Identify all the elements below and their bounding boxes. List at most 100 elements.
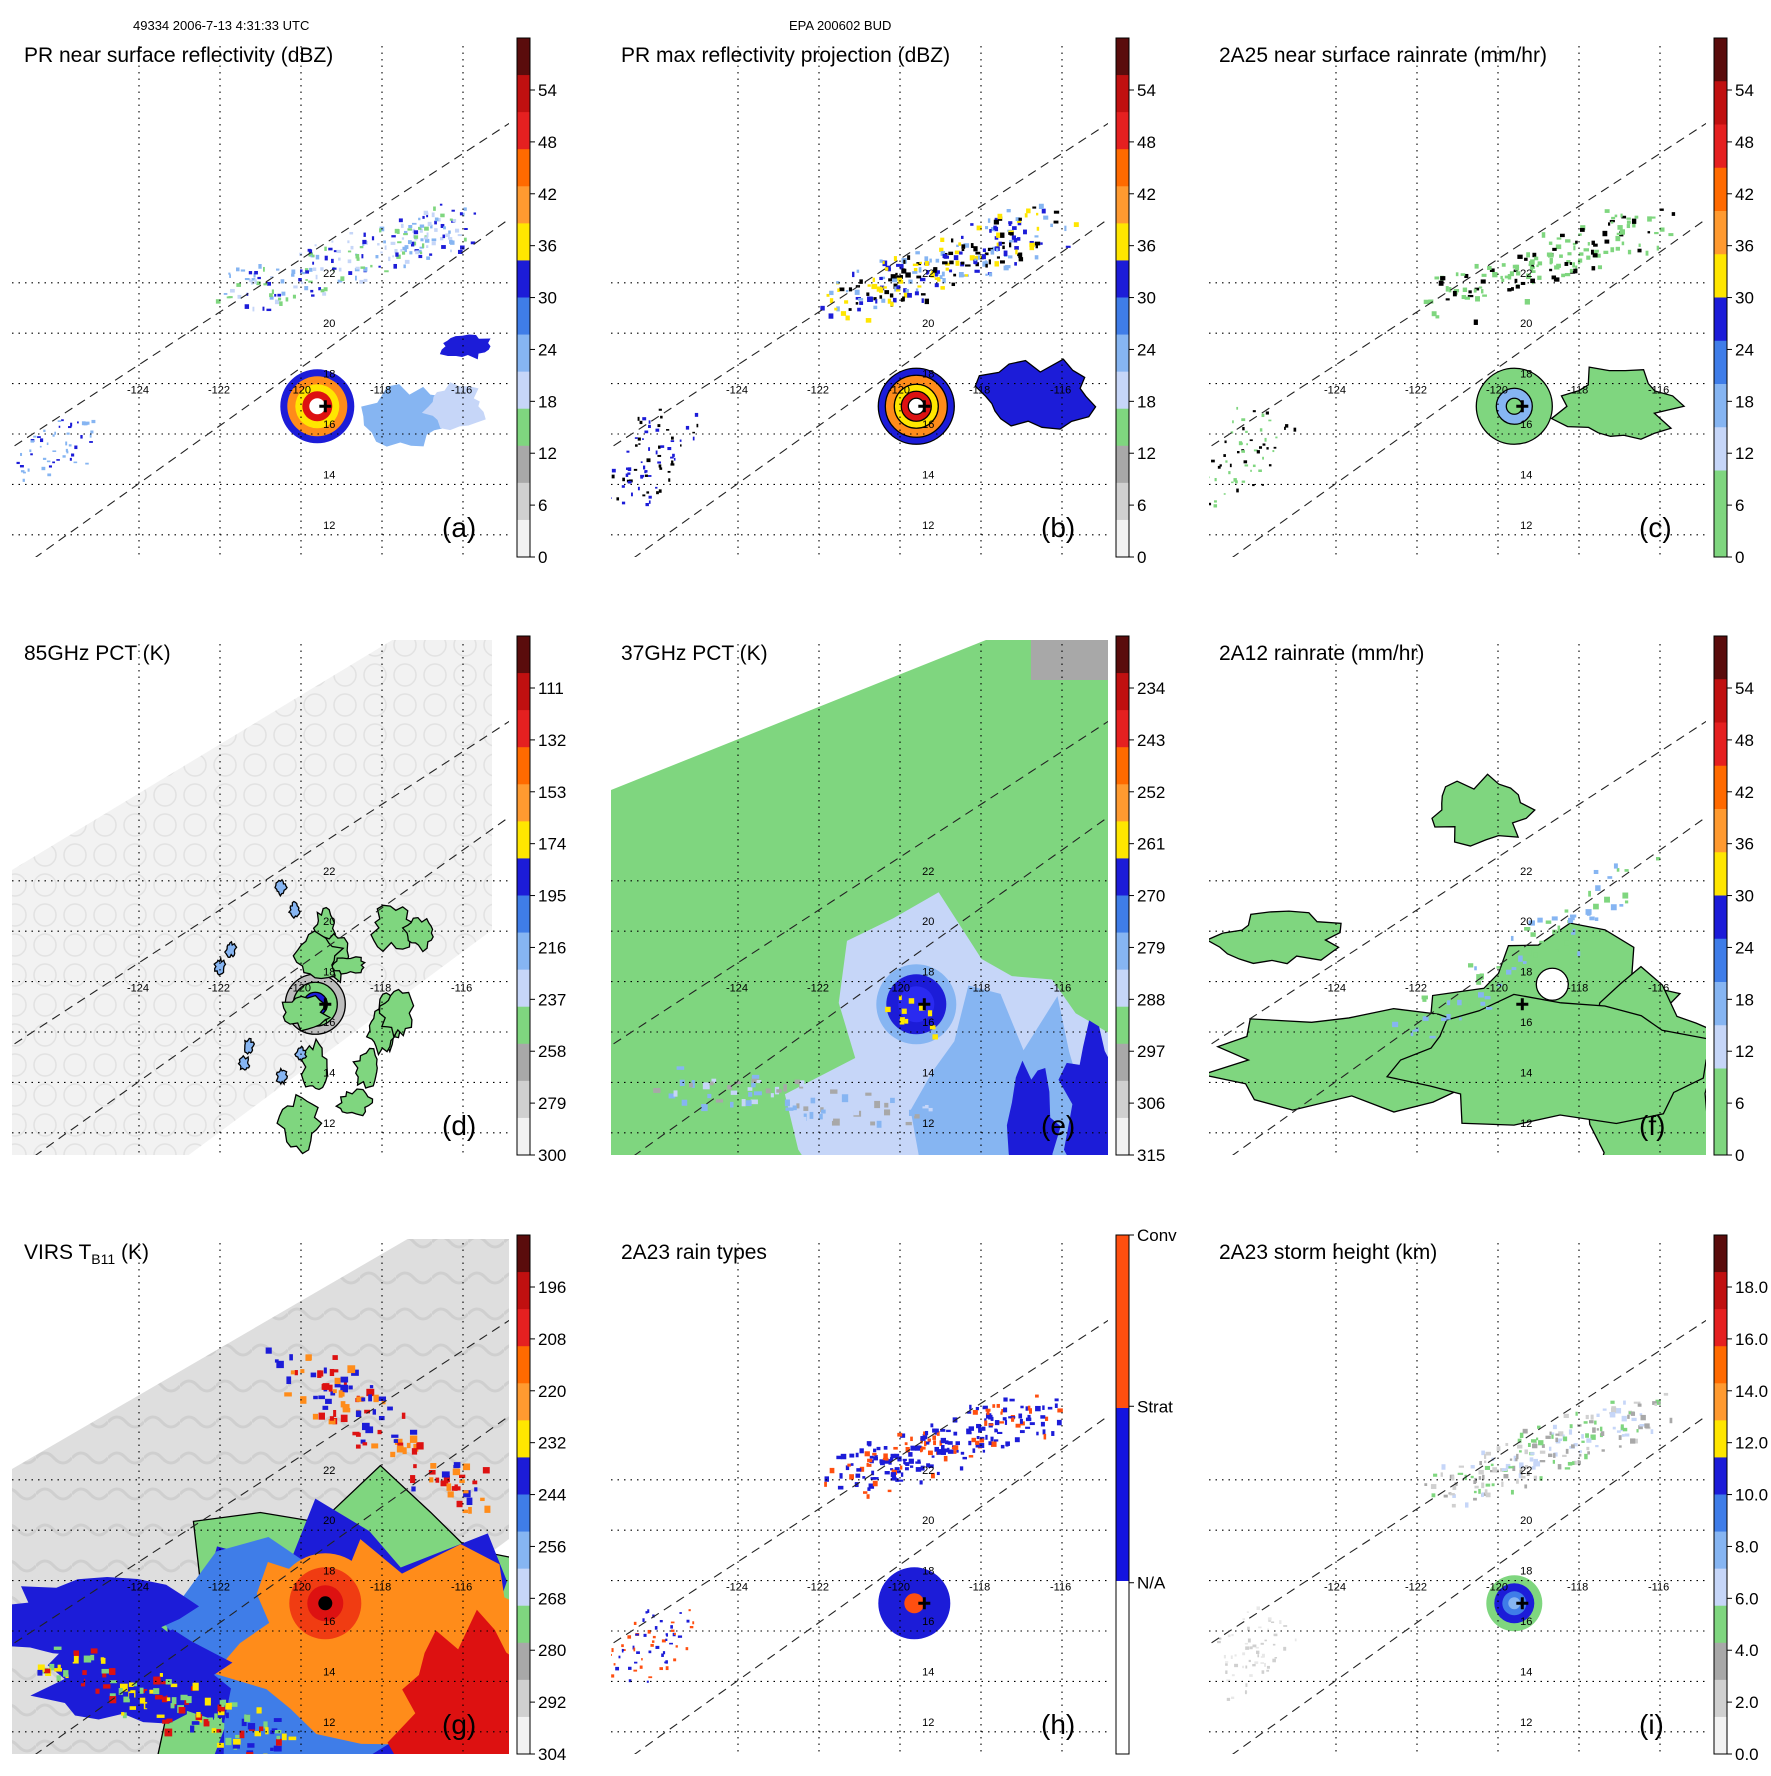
storm-center-marker (1516, 400, 1529, 413)
colorbar-tick-label: 12 (1735, 1042, 1754, 1061)
lat-tick-label: 20 (323, 318, 335, 330)
lat-tick-label: 18 (323, 369, 335, 381)
storm-center-marker (319, 998, 332, 1011)
colorbar-tick-label: 12 (538, 444, 557, 463)
lat-tick-label: 18 (1520, 967, 1532, 979)
colorbar-swatch (1116, 858, 1129, 896)
lat-tick-label: 14 (922, 1067, 934, 1079)
lat-tick-label: 16 (1520, 1616, 1532, 1628)
lon-tick-label: -122 (807, 1582, 829, 1594)
orbit-info: 49334 2006-7-13 4:31:33 UTC (133, 18, 310, 33)
lon-tick-label: -124 (726, 983, 748, 995)
colorbar-tick-label: 48 (538, 133, 557, 152)
lon-tick-label: -122 (1405, 1582, 1427, 1594)
colorbar-tick-label: 252 (1137, 783, 1165, 802)
colorbar-tick-label: 279 (1137, 938, 1165, 957)
colorbar-swatch (517, 1346, 530, 1384)
lon-tick-label: -116 (1050, 1582, 1071, 1594)
lat-tick-label: 20 (922, 1515, 934, 1527)
colorbar-tick-label: 30 (538, 289, 557, 308)
colorbar-swatch (1116, 1043, 1129, 1082)
colorbar-tick-label: 6 (1735, 496, 1744, 515)
colorbar-tick-label: 4.0 (1735, 1641, 1759, 1660)
lon-tick-label: -122 (1405, 983, 1427, 995)
colorbar-tick-label: 24 (1735, 938, 1754, 957)
lat-tick-label: 18 (922, 1566, 934, 1578)
colorbar-swatch (517, 1531, 530, 1570)
colorbar-tick-label: 297 (1137, 1042, 1165, 1061)
colorbar-swatch (1116, 1117, 1129, 1156)
storm-center-marker (1516, 998, 1529, 1011)
lat-tick-label: 12 (323, 1717, 335, 1729)
lon-tick-label: -120 (1486, 1582, 1508, 1594)
colorbar-tick-label: 36 (1137, 237, 1156, 256)
lat-tick-label: 18 (922, 967, 934, 979)
lon-tick-label: -122 (807, 983, 829, 995)
panel-f: -124 -122 -120 -118 -116 -1142220181614122A12… (1209, 635, 1754, 1165)
colorbar-swatch (517, 969, 530, 1008)
colorbar-tick-label: 36 (1735, 835, 1754, 854)
colorbar-tick-label: 306 (1137, 1094, 1165, 1113)
colorbar-swatch (517, 1272, 530, 1310)
colorbar-swatch (1714, 895, 1727, 940)
lat-tick-label: 14 (323, 1067, 335, 1079)
colorbar-swatch (1116, 673, 1129, 711)
storm-center-marker (918, 400, 931, 413)
lon-tick-label: -116 (451, 385, 472, 397)
colorbar-tick-label: 18 (538, 392, 557, 411)
lat-tick-label: 12 (323, 1118, 335, 1130)
colorbar-tick-label: 244 (538, 1486, 566, 1505)
colorbar-swatch (1714, 1716, 1727, 1755)
colorbar-swatch (517, 932, 530, 971)
lon-tick-label: -118 (969, 983, 990, 995)
lat-tick-label: 22 (922, 1465, 934, 1477)
colorbar-swatch (1714, 1309, 1727, 1347)
panel-title: 85GHz PCT (K) (24, 642, 171, 665)
colorbar-tick-label: 0 (538, 548, 547, 567)
colorbar-swatch (517, 747, 530, 785)
colorbar-swatch (1116, 223, 1129, 261)
lat-tick-label: 14 (1520, 1067, 1532, 1079)
lat-tick-label: 22 (323, 268, 335, 280)
colorbar-swatch (1714, 254, 1727, 298)
colorbar-swatch (1714, 982, 1727, 1026)
lon-tick-label: -118 (370, 983, 391, 995)
colorbar-swatch (517, 1117, 530, 1156)
lat-tick-label: 22 (1520, 866, 1532, 878)
panel-d: -124 -122 -120 -118 -116 -11422201816141285GH… (12, 635, 566, 1165)
lon-tick-label: -122 (208, 983, 230, 995)
lon-tick-label: -118 (1567, 1582, 1588, 1594)
colorbar-swatch (517, 112, 530, 150)
lat-tick-label: 16 (922, 1616, 934, 1628)
lon-tick-label: -120 (888, 385, 910, 397)
lat-tick-label: 22 (1520, 268, 1532, 280)
colorbar-swatch (517, 186, 530, 224)
storm-center-marker (319, 400, 332, 413)
colorbar-swatch (1116, 1321, 1129, 1409)
colorbar-tick-label: 42 (1735, 185, 1754, 204)
colorbar-tick-label: 174 (538, 835, 566, 854)
colorbar-swatch (1714, 470, 1727, 515)
colorbar-tick-label: 0 (1735, 548, 1744, 567)
colorbar-swatch (1714, 211, 1727, 255)
colorbar-swatch (517, 1716, 530, 1755)
lat-tick-label: 16 (323, 1017, 335, 1029)
storm-center-marker (918, 1597, 931, 1610)
colorbar-tick-label: 42 (1137, 185, 1156, 204)
lon-tick-label: -124 (127, 983, 149, 995)
colorbar-swatch (1714, 1025, 1727, 1069)
colorbar-swatch (1714, 1111, 1727, 1156)
colorbar-swatch (1116, 1006, 1129, 1045)
colorbar-swatch (517, 445, 530, 484)
colorbar-tick-label: 8.0 (1735, 1537, 1759, 1556)
colorbar-tick-label: 6 (538, 496, 547, 515)
lat-tick-label: 16 (922, 419, 934, 431)
lon-tick-label: -124 (726, 385, 748, 397)
colorbar-tick-label: 12 (1137, 444, 1156, 463)
colorbar-swatch (517, 1420, 530, 1458)
colorbar-swatch (517, 223, 530, 261)
colorbar-swatch (517, 149, 530, 187)
colorbar-tick-label: 256 (538, 1537, 566, 1556)
colorbar-swatch (1116, 186, 1129, 224)
